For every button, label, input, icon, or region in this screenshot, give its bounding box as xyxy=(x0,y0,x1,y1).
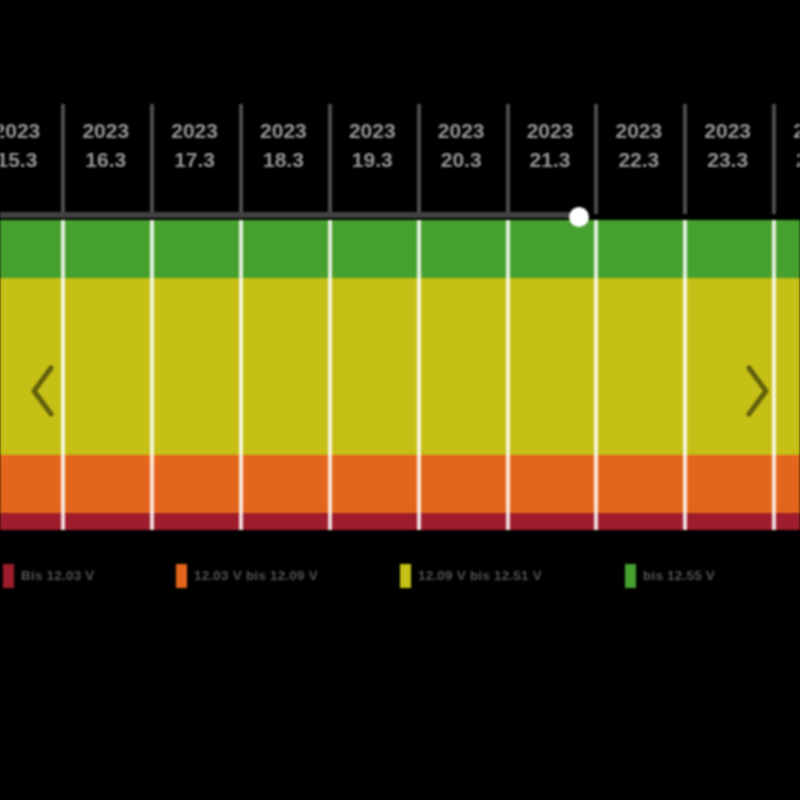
gridline xyxy=(239,220,243,530)
gridline xyxy=(506,220,510,530)
legend-color-swatch xyxy=(176,564,187,588)
date-tick-year: 2023 xyxy=(0,116,62,145)
header-separator-line xyxy=(417,104,421,214)
legend-item: bis 12.55 V xyxy=(625,563,715,588)
legend-label: bis 12.55 V xyxy=(643,568,715,583)
voltage-measurement-line xyxy=(0,212,579,218)
legend-color-swatch xyxy=(3,564,14,588)
next-period-button[interactable] xyxy=(744,360,770,422)
legend-color-swatch xyxy=(625,564,636,588)
band-green xyxy=(0,220,800,278)
band-yellow xyxy=(0,278,800,455)
gridline xyxy=(594,220,598,530)
gridline xyxy=(328,220,332,530)
band-orange xyxy=(0,455,800,513)
legend-item: 12.03 V bis 12.09 V xyxy=(176,563,318,588)
band-dark-red xyxy=(0,513,800,530)
gridline xyxy=(772,220,776,530)
date-tick-day: 21.3 xyxy=(505,145,595,174)
legend-label: 12.09 V bis 12.51 V xyxy=(418,568,542,583)
legend-item: Bis 12.03 V xyxy=(3,563,95,588)
gridline xyxy=(417,220,421,530)
date-tick-label: 202315.3 xyxy=(0,116,62,174)
date-tick-label: 202323.3 xyxy=(683,116,773,174)
date-tick-day: 18.3 xyxy=(238,145,328,174)
date-tick-day: 16.3 xyxy=(61,145,151,174)
header-separator-line xyxy=(150,104,154,214)
date-tick-year: 2023 xyxy=(505,116,595,145)
date-tick-label: 202317.3 xyxy=(150,116,240,174)
legend-item: 12.09 V bis 12.51 V xyxy=(400,563,542,588)
legend-label: Bis 12.03 V xyxy=(21,568,95,583)
date-tick-day: 23.3 xyxy=(683,145,773,174)
date-tick-day: 20.3 xyxy=(416,145,506,174)
header-separator-line xyxy=(594,104,598,214)
date-tick-day: 15.3 xyxy=(0,145,62,174)
gridline xyxy=(61,220,65,530)
date-tick-year: 2023 xyxy=(416,116,506,145)
header-separator-line xyxy=(328,104,332,214)
date-tick-year: 2023 xyxy=(61,116,151,145)
battery-voltage-history-chart: 202315.3202316.3202317.3202318.3202319.3… xyxy=(0,0,800,800)
legend-color-swatch xyxy=(400,564,411,588)
header-separator-line xyxy=(61,104,65,214)
gridline xyxy=(683,220,687,530)
date-tick-year: 2023 xyxy=(150,116,240,145)
date-tick-label: 202322.3 xyxy=(594,116,684,174)
date-tick-year: 2023 xyxy=(683,116,773,145)
date-tick-day: 17.3 xyxy=(150,145,240,174)
latest-measurement-marker xyxy=(569,207,589,227)
date-tick-label: 202318.3 xyxy=(238,116,328,174)
date-tick-year: 2023 xyxy=(327,116,417,145)
date-tick-label: 202316.3 xyxy=(61,116,151,174)
gridline xyxy=(150,220,154,530)
legend-label: 12.03 V bis 12.09 V xyxy=(194,568,318,583)
date-tick-label: 202319.3 xyxy=(327,116,417,174)
date-tick-year: 2023 xyxy=(238,116,328,145)
date-tick-day: 19.3 xyxy=(327,145,417,174)
header-separator-line xyxy=(239,104,243,214)
header-separator-line xyxy=(772,104,776,214)
date-tick-day: 22.3 xyxy=(594,145,684,174)
date-tick-label: 202321.3 xyxy=(505,116,595,174)
header-separator-line xyxy=(506,104,510,214)
previous-period-button[interactable] xyxy=(30,360,56,422)
chevron-left-icon xyxy=(34,368,51,414)
chevron-right-icon xyxy=(749,368,766,414)
header-separator-line xyxy=(683,104,687,214)
date-tick-label: 202320.3 xyxy=(416,116,506,174)
date-tick-year: 2023 xyxy=(594,116,684,145)
